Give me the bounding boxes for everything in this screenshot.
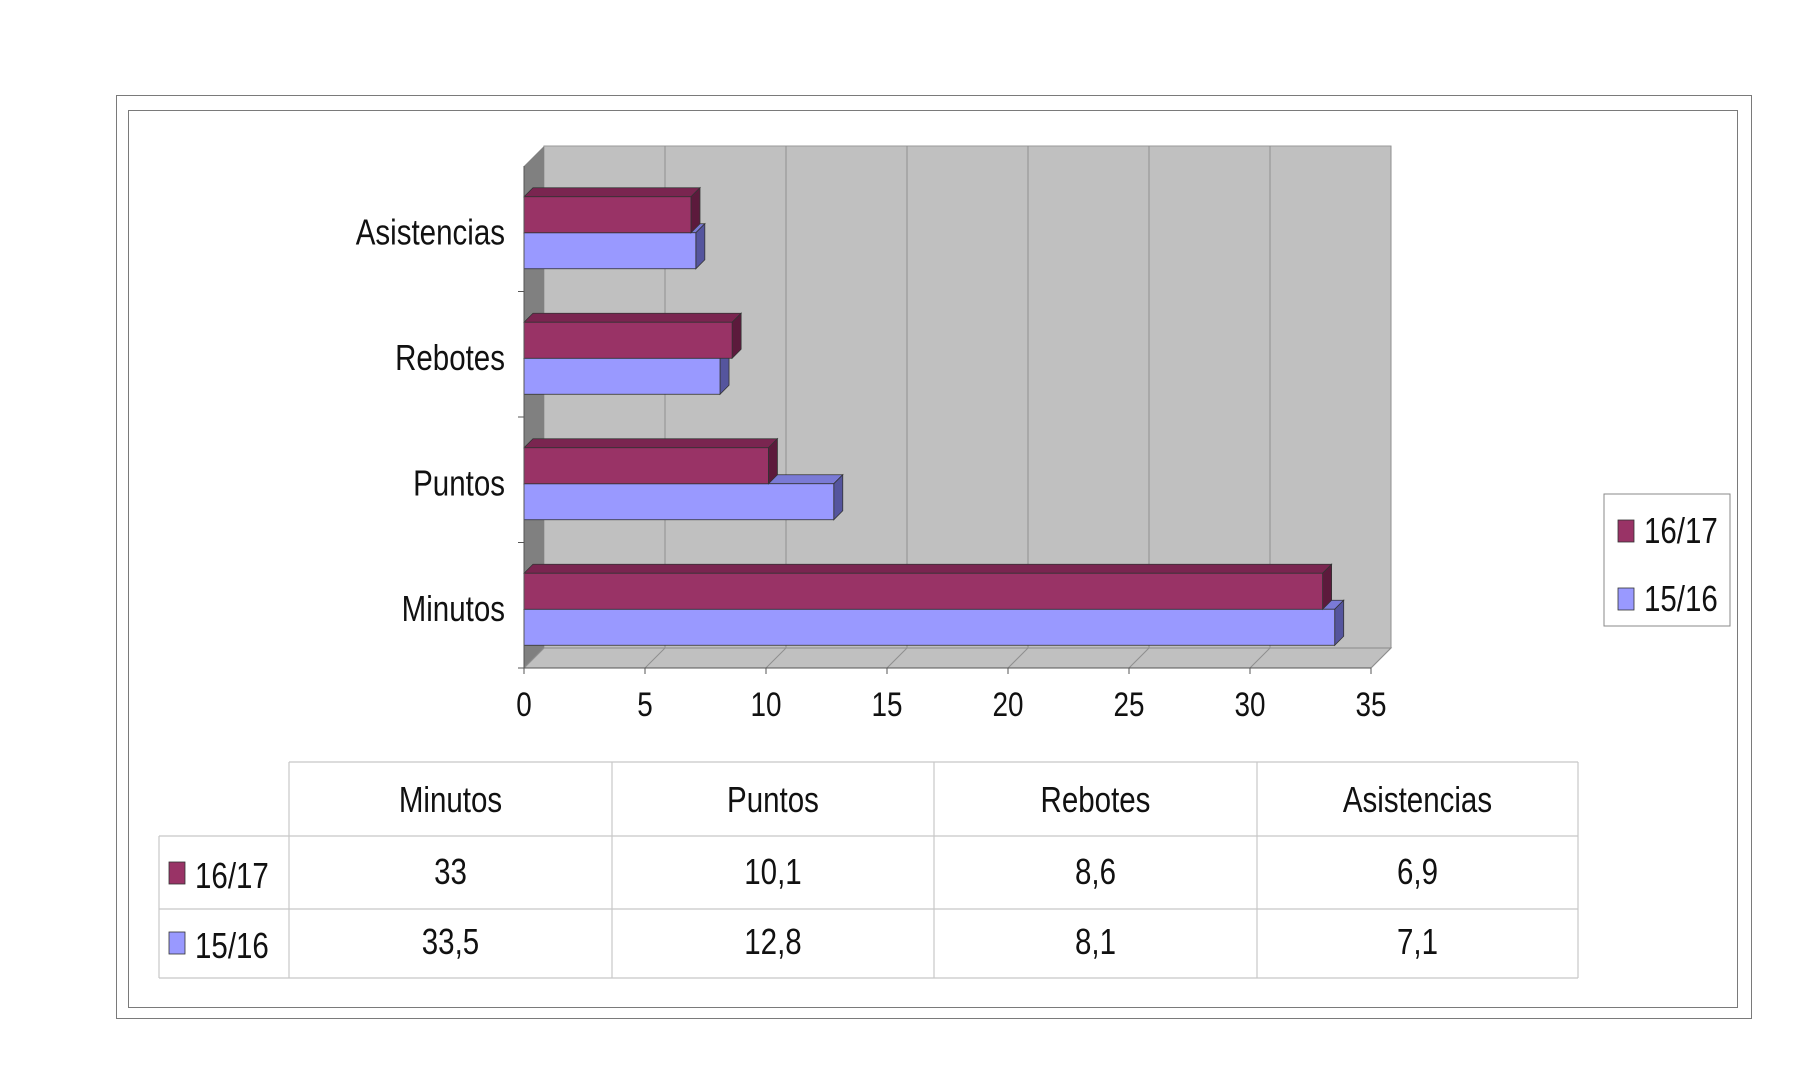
x-tick-label: 30 xyxy=(1234,685,1265,723)
side-wall xyxy=(524,146,544,668)
table-cell: 6,9 xyxy=(1397,851,1438,891)
table-cell: 12,8 xyxy=(744,921,801,961)
table-cell: 8,1 xyxy=(1075,921,1116,961)
table-cell: 7,1 xyxy=(1397,921,1438,961)
table-header: Puntos xyxy=(727,779,819,819)
floor-gridline xyxy=(523,647,545,669)
axes: 0 5 10 15 20 25 30 35 Minutos Puntos Rebotes Asiste… xyxy=(356,166,1387,724)
legend-label: 15/16 xyxy=(1644,578,1718,618)
bar-15/16-Puntos xyxy=(523,483,835,521)
legend-swatch xyxy=(1617,587,1635,611)
table-row-swatch xyxy=(168,931,186,955)
x-tick-label: 35 xyxy=(1355,685,1386,723)
bar-top-16/17-Puntos xyxy=(523,438,779,449)
bar-15/16-Asistencias xyxy=(523,232,697,270)
floor-gridline xyxy=(1128,647,1150,669)
chart-inner-frame xyxy=(128,110,1738,1008)
table-row-label: 15/16 xyxy=(195,925,269,965)
category-label: Puntos xyxy=(413,463,505,503)
floor-gridline xyxy=(644,647,666,669)
bar-top-16/17-Minutos xyxy=(523,563,1333,574)
bar-16/17-Rebotes xyxy=(523,321,733,359)
x-tick-label: 25 xyxy=(1113,685,1144,723)
category-label: Asistencias xyxy=(356,212,505,252)
table-header: Rebotes xyxy=(1041,779,1151,819)
table-cell: 33 xyxy=(434,851,467,891)
bar-16/17-Asistencias xyxy=(523,196,692,234)
floor-gridline xyxy=(765,647,787,669)
chart-outer-frame xyxy=(116,95,1752,1019)
bar-15/16-Rebotes xyxy=(523,357,721,395)
floor xyxy=(522,647,1393,669)
table-cell: 8,6 xyxy=(1075,851,1116,891)
floor-gridline xyxy=(1370,647,1392,669)
legend-label: 16/17 xyxy=(1644,510,1718,550)
x-tick-label: 10 xyxy=(750,685,781,723)
x-tick-label: 15 xyxy=(871,685,902,723)
bar-15/16-Minutos xyxy=(523,608,1336,646)
x-tick-label: 20 xyxy=(992,685,1023,723)
bar-16/17-Puntos xyxy=(523,447,769,485)
table-row-label: 16/17 xyxy=(195,855,269,895)
table-header: Asistencias xyxy=(1343,779,1492,819)
x-tick-label: 0 xyxy=(516,685,532,723)
floor-gridline xyxy=(886,647,908,669)
bar-top-16/17-Rebotes xyxy=(523,312,743,323)
bar-16/17-Minutos xyxy=(523,572,1323,610)
data-table: Minutos Puntos Rebotes Asistencias 16/17 33 10… xyxy=(158,761,1579,979)
legend-swatch xyxy=(1617,519,1635,543)
bar-top-16/17-Asistencias xyxy=(523,187,701,198)
category-label: Rebotes xyxy=(395,337,505,377)
table-header: Minutos xyxy=(399,779,502,819)
bars xyxy=(523,186,1345,647)
table-cell: 33,5 xyxy=(422,921,479,961)
table-cell: 10,1 xyxy=(744,851,801,891)
table-row-swatch xyxy=(168,861,186,885)
x-tick-label: 5 xyxy=(637,685,653,723)
floor-gridline xyxy=(1249,647,1271,669)
category-label: Minutos xyxy=(402,588,505,628)
legend: 16/17 15/16 xyxy=(1603,493,1731,627)
floor-gridline xyxy=(1007,647,1029,669)
